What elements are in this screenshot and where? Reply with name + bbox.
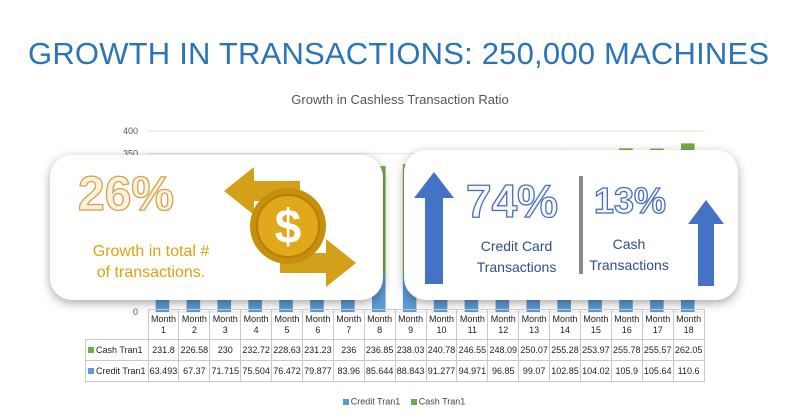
- table-cell: 246.55: [456, 339, 489, 361]
- x-tick-label: Month 16: [610, 309, 643, 340]
- credit-label-line1: Credit Card: [480, 238, 553, 254]
- table-cell: 96.85: [487, 360, 520, 382]
- table-cell: 255.28: [549, 339, 581, 361]
- chart-data-table: Month 1 Month 2 Month 3 Month 4 Month 5 Month 6 Mont…: [85, 309, 705, 382]
- row-label-text: Cash Tran1: [96, 345, 143, 355]
- table-cell: 228.63: [271, 339, 303, 361]
- table-cell: 238.03: [394, 339, 427, 361]
- table-cell: 262.05: [672, 339, 705, 361]
- x-tick-label: Month 13: [518, 309, 551, 340]
- card-divider: [579, 176, 583, 274]
- table-row: Credit Tran1 63.493 67.37 71.715 75.504 76.47…: [85, 360, 705, 382]
- table-cell: 232.72: [240, 339, 273, 361]
- table-cell: 236.85: [363, 339, 396, 361]
- legend-cash: Cash Tran1: [418, 396, 466, 407]
- x-tick-label: Month 7: [332, 309, 365, 340]
- total-growth-card: 26% Growth in total # of transactions. $: [50, 155, 383, 300]
- dollar-exchange-icon: $: [224, 167, 356, 287]
- svg-text:$: $: [275, 201, 302, 254]
- total-growth-label-line2: of transactions.: [96, 264, 206, 281]
- credit-growth-label: Credit Card Transactions: [464, 236, 569, 278]
- table-cell: 91.277: [425, 360, 458, 382]
- x-tick-label: Month 15: [579, 309, 612, 340]
- table-cell: 71.715: [209, 360, 242, 382]
- table-cell: 67.37: [178, 360, 211, 382]
- cash-growth-label: Cash Transactions: [584, 234, 674, 276]
- x-tick-label: Month 18: [672, 309, 705, 340]
- table-corner: [86, 310, 149, 340]
- table-row-label: Cash Tran1: [85, 339, 149, 361]
- chart-legend: Credit Tran1 Cash Tran1: [0, 396, 800, 407]
- table-cell: 79.877: [301, 360, 334, 382]
- table-header-row: Month 1 Month 2 Month 3 Month 4 Month 5 Month 6 Mont…: [86, 309, 705, 340]
- row-label-text: Credit Tran1: [96, 366, 146, 376]
- table-cell: 105.9: [610, 360, 643, 382]
- credit-growth-percent: 74%: [465, 174, 559, 227]
- table-cell: 253.97: [579, 339, 612, 361]
- table-cell: 75.504: [240, 360, 273, 382]
- x-tick-label: Month 2: [178, 309, 211, 340]
- total-growth-label: Growth in total # of transactions.: [66, 241, 236, 283]
- total-growth-label-line1: Growth in total #: [92, 243, 210, 260]
- total-growth-percent: 26%: [77, 167, 175, 221]
- table-cell: 255.78: [610, 339, 643, 361]
- x-tick-label: Month 8: [363, 309, 396, 340]
- x-tick-label: Month 1: [147, 309, 180, 340]
- slide-title: GROWTH IN TRANSACTIONS: 250,000 MACHINES: [28, 36, 770, 71]
- up-arrow-icon: [688, 200, 724, 286]
- y-tick-label: 400: [123, 126, 138, 136]
- table-cell: 250.07: [518, 339, 551, 361]
- table-row-label: Credit Tran1: [85, 360, 149, 382]
- x-tick-label: Month 6: [301, 309, 334, 340]
- table-cell: 99.07: [518, 360, 551, 382]
- table-cell: 236: [332, 339, 365, 361]
- table-cell: 240.78: [425, 339, 458, 361]
- x-tick-label: Month 4: [240, 309, 273, 340]
- cash-growth-percent: 13%: [593, 179, 667, 221]
- table-cell: 230: [209, 339, 242, 361]
- legend-swatch-cash: [410, 398, 417, 405]
- table-cell: 85.644: [363, 360, 396, 382]
- table-cell: 255.57: [641, 339, 674, 361]
- table-cell: 231.23: [301, 339, 334, 361]
- table-cell: 105.64: [641, 360, 674, 382]
- y-tick-label: 350: [123, 149, 138, 159]
- x-tick-label: Month 5: [271, 309, 303, 340]
- table-cell: 83.96: [332, 360, 365, 382]
- y-tick-label: 0: [133, 307, 138, 317]
- up-arrow-icon: [414, 172, 454, 284]
- table-cell: 104.02: [579, 360, 612, 382]
- chart-title: Growth in Cashless Transaction Ratio: [291, 92, 509, 107]
- x-tick-label: Month 14: [549, 309, 581, 340]
- legend-key: [88, 368, 94, 374]
- table-cell: 226.58: [178, 339, 211, 361]
- table-cell: 76.472: [271, 360, 303, 382]
- table-row: Cash Tran1 231.8 226.58 230 232.72 228.63 231.…: [85, 339, 705, 361]
- x-tick-label: Month 17: [641, 309, 674, 340]
- legend-credit: Credit Tran1: [350, 396, 401, 407]
- table-cell: 231.8: [147, 339, 180, 361]
- legend-swatch-credit: [342, 398, 349, 405]
- x-tick-label: Month 12: [487, 309, 520, 340]
- cash-label-line2: Transactions: [589, 257, 669, 273]
- table-cell: 102.85: [549, 360, 581, 382]
- x-tick-label: Month 10: [425, 309, 458, 340]
- table-cell: 94.971: [456, 360, 489, 382]
- legend-key: [88, 347, 94, 353]
- table-cell: 248.09: [487, 339, 520, 361]
- credit-cash-card: 74% Credit Card Transactions 13% Cash Tr…: [404, 150, 738, 300]
- credit-label-line2: Transactions: [476, 259, 557, 275]
- x-tick-label: Month 9: [394, 309, 427, 340]
- table-cell: 88.843: [394, 360, 427, 382]
- cash-label-line1: Cash: [612, 236, 646, 252]
- x-tick-label: Month 3: [209, 309, 242, 340]
- table-cell: 63.493: [147, 360, 180, 382]
- table-cell: 110.6: [672, 360, 705, 382]
- x-tick-label: Month 11: [456, 309, 489, 340]
